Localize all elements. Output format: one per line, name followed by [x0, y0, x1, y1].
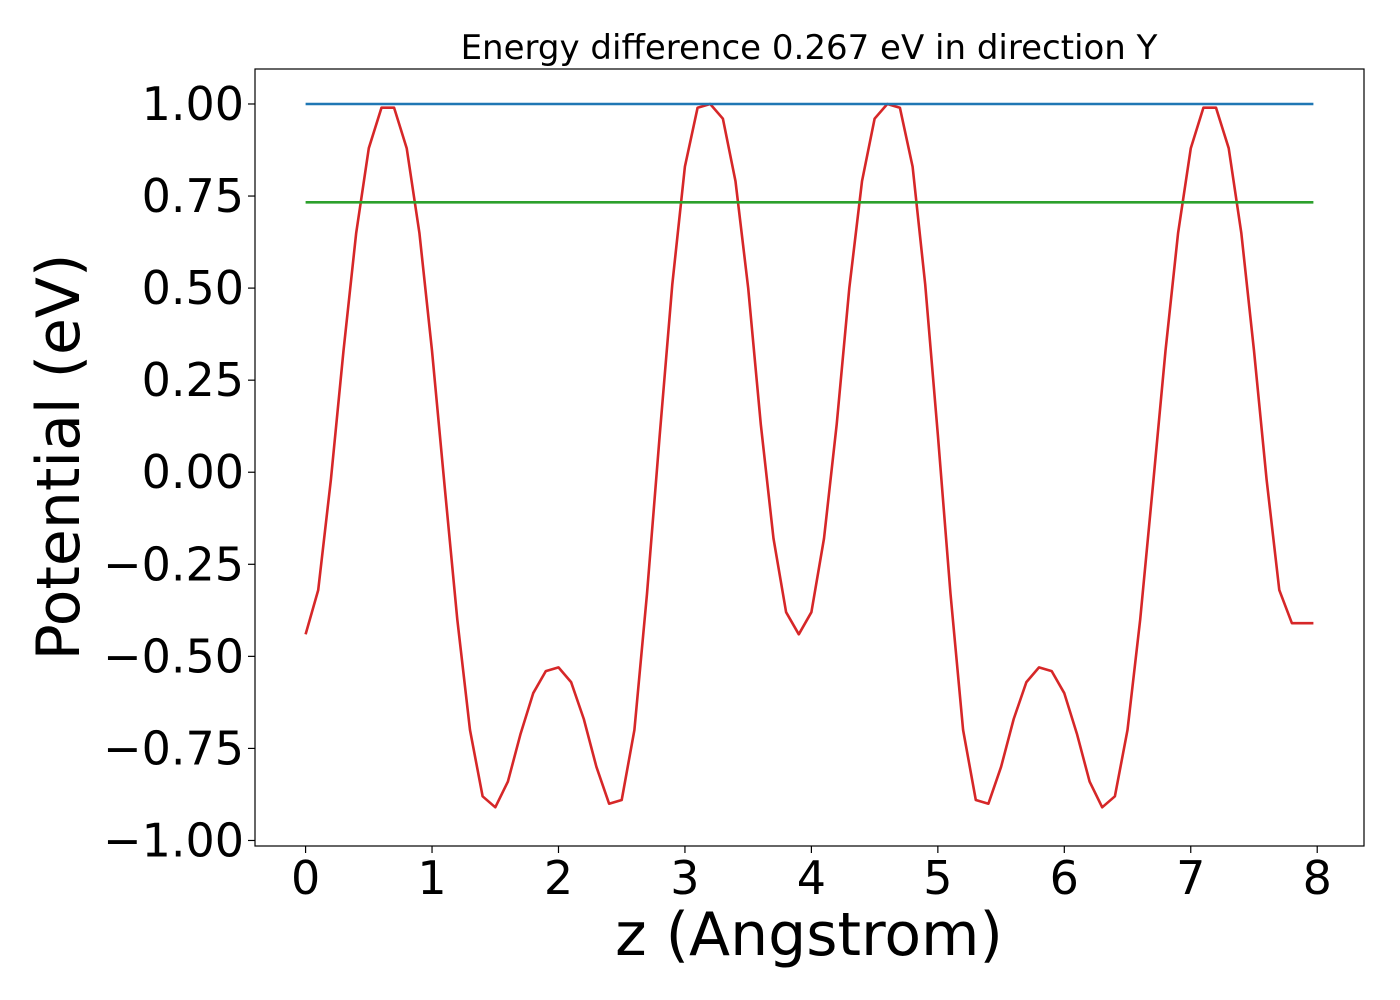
x-axis-label: z (Angstrom) — [615, 900, 1003, 970]
x-tick-label: 2 — [544, 851, 573, 905]
y-tick-label: −0.25 — [103, 537, 244, 591]
x-tick-label: 0 — [291, 851, 320, 905]
y-tick-label: 0.75 — [142, 169, 244, 223]
x-tick-label: 6 — [1050, 851, 1079, 905]
y-axis-ticks: 1.00 0.75 0.50 0.25 0.00 −0.25 −0.50 −0.75 −1.00 — [103, 77, 255, 867]
y-tick-label: −0.75 — [103, 721, 244, 775]
y-tick-label: −1.00 — [103, 813, 244, 867]
plot-area — [304, 102, 1314, 809]
y-tick-label: 1.00 — [142, 77, 244, 131]
x-tick-label: 5 — [923, 851, 952, 905]
x-axis-ticks: 0 1 2 3 4 5 6 7 8 — [291, 846, 1332, 905]
y-tick-label: −0.50 — [103, 629, 244, 683]
plot-frame — [254, 68, 1365, 847]
y-tick-label: 0.00 — [142, 445, 244, 499]
x-tick-label: 3 — [670, 851, 699, 905]
x-tick-label: 4 — [797, 851, 826, 905]
x-tick-label: 7 — [1176, 851, 1205, 905]
x-tick-label: 1 — [417, 851, 446, 905]
series-line-1 — [304, 102, 1314, 809]
x-tick-label: 8 — [1303, 851, 1332, 905]
y-axis-label: Potential (eV) — [24, 254, 94, 661]
y-tick-label: 0.25 — [142, 353, 244, 407]
y-tick-label: 0.50 — [142, 261, 244, 315]
chart-title: Energy difference 0.267 eV in direction … — [461, 28, 1158, 68]
